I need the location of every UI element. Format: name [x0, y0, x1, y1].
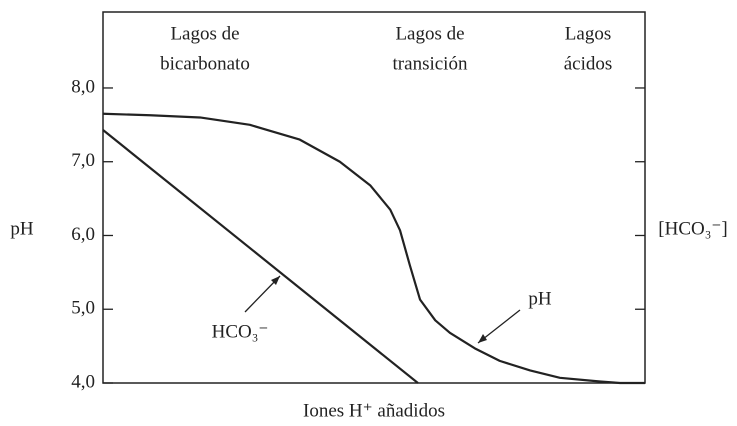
region-label: bicarbonato [160, 53, 250, 74]
series-line [102, 129, 419, 384]
region-label: ácidos [564, 53, 613, 74]
region-label: Lagos [565, 23, 611, 44]
region-label: Lagos de [170, 23, 239, 44]
y-tick-label: 4,0 [71, 371, 95, 392]
y-axis-label: pH [10, 218, 34, 239]
y-tick-label: 8,0 [71, 76, 95, 97]
series-label: HCO₃⁻ [212, 321, 269, 342]
y-tick-label: 7,0 [71, 150, 95, 171]
plot-frame [102, 11, 646, 384]
y2-axis-label: [HCO₃⁻] [658, 218, 727, 239]
arrow-head [271, 276, 280, 285]
series-label: pH [528, 288, 552, 309]
region-label: Lagos de [395, 23, 464, 44]
region-label: transición [393, 53, 468, 74]
x-axis-label: Iones H⁺ añadidos [303, 400, 445, 421]
y-tick-label: 5,0 [71, 298, 95, 319]
arrow-head [478, 334, 487, 343]
series-line [102, 112, 645, 385]
y-tick-label: 6,0 [71, 224, 95, 245]
